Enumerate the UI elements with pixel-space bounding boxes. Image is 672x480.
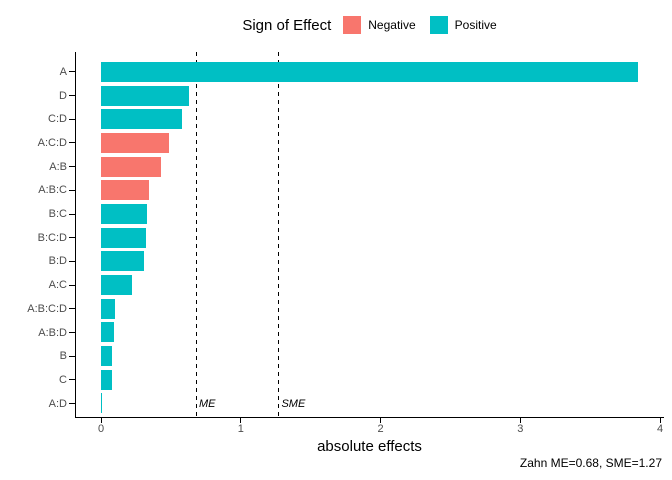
y-axis-label-b:c:d: B:C:D	[37, 231, 67, 244]
y-axis-label-a:b: A:B	[49, 160, 67, 173]
sme-reference-label: SME	[281, 398, 306, 410]
me-reference-line	[196, 52, 198, 417]
bar-b:c:d	[101, 227, 146, 248]
bar-a:b:c:d	[101, 298, 115, 319]
legend-items: Negative Positive	[343, 16, 497, 34]
y-axis-label-d: D	[59, 89, 67, 102]
bar-row-a	[76, 60, 664, 84]
bar-b:d	[101, 251, 145, 272]
legend-label-negative: Negative	[368, 18, 416, 32]
y-axis-tick	[69, 284, 75, 286]
caption: Zahn ME=0.68, SME=1.27	[519, 456, 662, 470]
y-axis-label-c: C	[59, 373, 67, 386]
bar-row-a:c	[76, 273, 664, 297]
x-axis-tick-label: 0	[97, 423, 105, 435]
y-axis-label-a:c: A:C	[48, 279, 67, 292]
y-axis-tick	[69, 118, 75, 120]
bar-b	[101, 346, 113, 367]
y-axis-label-a:b:c:d: A:B:C:D	[27, 302, 67, 315]
bar-c:d	[101, 109, 183, 130]
y-axis-tick	[69, 71, 75, 73]
bar-a:d	[101, 393, 103, 414]
bar-a:c:d	[101, 132, 170, 153]
bar-row-c	[76, 368, 664, 392]
legend: Sign of Effect Negative Positive	[75, 10, 664, 40]
me-reference-label: ME	[199, 398, 216, 410]
x-axis-tick-label: 4	[656, 423, 664, 435]
y-axis-label-c:d: C:D	[48, 113, 67, 126]
bars-container	[76, 60, 664, 415]
y-axis-tick	[69, 142, 75, 144]
bar-row-a:b:d	[76, 321, 664, 345]
y-axis-tick	[69, 403, 75, 405]
x-axis-tick-label: 2	[377, 423, 384, 435]
y-axis-tick	[69, 260, 75, 262]
legend-swatch-negative	[343, 16, 362, 34]
bar-row-a:b:c	[76, 178, 664, 202]
x-axis-tick-label: 1	[237, 423, 244, 435]
x-axis-tick	[100, 418, 102, 423]
y-axis-label-a:c:d: A:C:D	[37, 136, 67, 149]
legend-label-positive: Positive	[454, 18, 497, 32]
bar-a:b:d	[101, 322, 114, 343]
y-axis-tick	[69, 308, 75, 310]
bar-c	[101, 369, 113, 390]
x-axis-tick	[380, 418, 381, 423]
legend-title: Sign of Effect	[242, 16, 332, 34]
y-axis-label-a: A	[59, 65, 67, 78]
bar-a:b	[101, 156, 162, 177]
y-axis-label-b:c: B:C	[48, 208, 67, 221]
bar-row-b:c	[76, 202, 664, 226]
sme-reference-line	[278, 52, 280, 417]
y-axis-tick	[69, 355, 75, 357]
bar-row-a:d	[76, 392, 664, 416]
bar-row-a:b	[76, 155, 664, 179]
y-axis-label-b: B	[59, 350, 67, 363]
legend-item-positive: Positive	[429, 16, 497, 34]
x-axis-tick	[519, 418, 521, 423]
y-axis-label-b:d: B:D	[48, 255, 67, 268]
legend-item-negative: Negative	[343, 16, 416, 34]
bar-row-b:c:d	[76, 226, 664, 250]
x-axis-tick	[659, 418, 661, 423]
x-axis-tick	[240, 418, 242, 423]
y-axis-label-a:d: A:D	[48, 397, 67, 410]
y-axis-tick	[69, 213, 75, 215]
bar-a	[101, 61, 638, 82]
y-axis-tick	[69, 166, 75, 168]
bar-row-a:c:d	[76, 131, 664, 155]
bar-row-c:d	[76, 107, 664, 131]
bar-row-b	[76, 344, 664, 368]
bar-b:c	[101, 203, 148, 224]
x-axis-tick-label: 3	[517, 423, 524, 435]
bar-d	[101, 85, 190, 106]
y-axis-label-a:b:d: A:B:D	[38, 326, 67, 339]
legend-swatch-positive	[429, 16, 448, 34]
y-axis-tick	[69, 332, 75, 334]
bar-row-b:d	[76, 250, 664, 274]
y-axis-tick	[69, 379, 75, 381]
bar-a:c	[101, 275, 132, 296]
y-axis-tick	[69, 95, 75, 97]
bar-row-a:b:c:d	[76, 297, 664, 321]
y-axis-tick	[69, 189, 75, 191]
bar-a:b:c	[101, 180, 149, 201]
x-axis-title: absolute effects	[317, 438, 422, 455]
y-axis-tick	[69, 237, 75, 239]
plot-panel: ME SME	[75, 52, 664, 418]
y-axis-label-a:b:c: A:B:C	[38, 184, 67, 197]
bar-row-d	[76, 84, 664, 108]
